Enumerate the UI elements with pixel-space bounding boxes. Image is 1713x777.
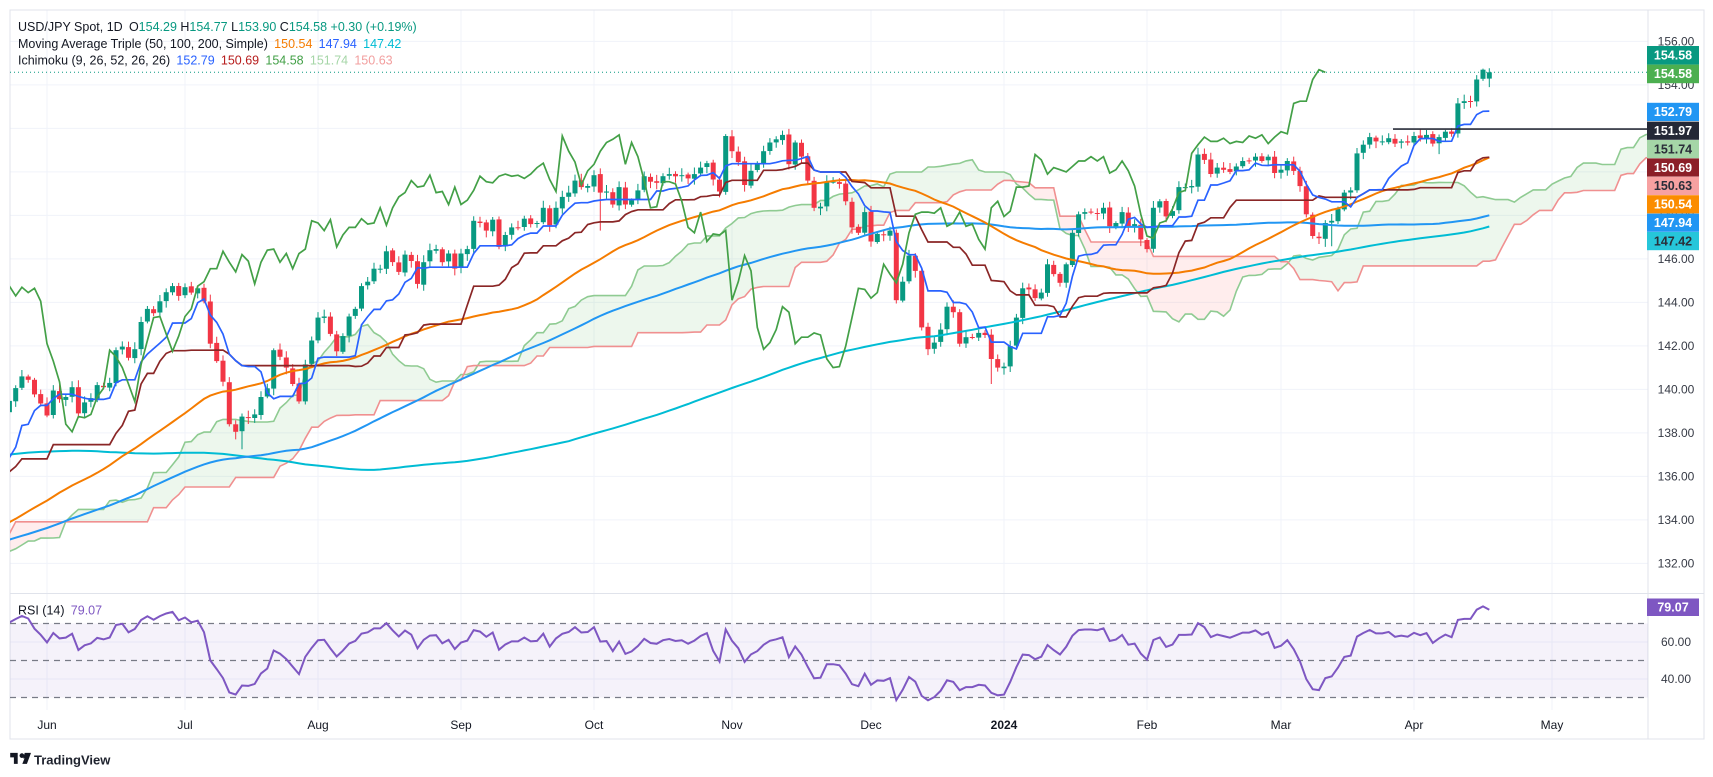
svg-text:140.00: 140.00 [1658,382,1695,396]
svg-text:156.00: 156.00 [1658,34,1695,48]
svg-text:79.07: 79.07 [1657,601,1688,615]
svg-text:134.00: 134.00 [1658,513,1695,527]
svg-text:Moving Average Triple (50, 100: Moving Average Triple (50, 100, 200, Sim… [18,37,401,51]
svg-text:142.00: 142.00 [1658,339,1695,353]
svg-text:150.69: 150.69 [1654,161,1692,175]
svg-text:Dec: Dec [860,718,881,732]
svg-text:146.00: 146.00 [1658,252,1695,266]
svg-text:Oct: Oct [585,718,604,732]
svg-text:Jul: Jul [177,718,192,732]
svg-text:Aug: Aug [307,718,328,732]
svg-text:152.79: 152.79 [1654,105,1692,119]
svg-text:Nov: Nov [721,718,742,732]
svg-text:Apr: Apr [1405,718,1424,732]
svg-text:136.00: 136.00 [1658,469,1695,483]
svg-text:May: May [1541,718,1564,732]
svg-text:60.00: 60.00 [1661,635,1691,649]
svg-text:40.00: 40.00 [1661,672,1691,686]
svg-text:Jun: Jun [37,718,56,732]
svg-text:150.54: 150.54 [1654,198,1692,212]
svg-text:Mar: Mar [1271,718,1292,732]
svg-text:147.42: 147.42 [1654,234,1692,248]
svg-text:Ichimoku (9, 26, 52, 26, 26) 1: Ichimoku (9, 26, 52, 26, 26) 152.79 150.… [18,54,393,68]
svg-text:132.00: 132.00 [1658,556,1695,570]
svg-text:RSI (14) 79.07: RSI (14) 79.07 [18,604,102,618]
svg-text:Feb: Feb [1137,718,1158,732]
svg-text:Sep: Sep [450,718,472,732]
svg-text:147.94: 147.94 [1654,216,1692,230]
svg-text:144.00: 144.00 [1658,295,1695,309]
svg-text:151.97: 151.97 [1654,124,1692,138]
svg-text:TradingView: TradingView [34,753,111,768]
svg-text:USD/JPY Spot, 1D O154.29 H154.: USD/JPY Spot, 1D O154.29 H154.77 L153.90… [18,20,417,34]
svg-text:2024: 2024 [991,718,1018,732]
svg-text:154.58: 154.58 [1654,49,1692,63]
svg-text:151.74: 151.74 [1654,142,1692,156]
svg-text:150.63: 150.63 [1654,179,1692,193]
svg-text:154.58: 154.58 [1654,67,1692,81]
svg-text:138.00: 138.00 [1658,426,1695,440]
